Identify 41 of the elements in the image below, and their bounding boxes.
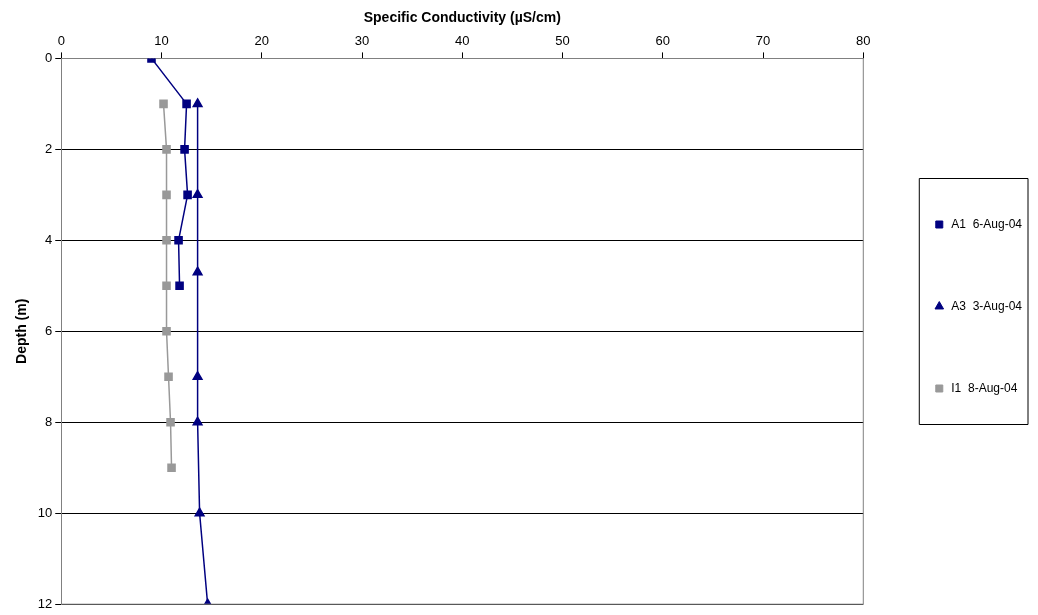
x-tick-label: 30 xyxy=(354,33,370,49)
y-tick-label: 0 xyxy=(45,49,53,65)
point xyxy=(162,236,171,245)
legend-label: A3 3-Aug-04 xyxy=(951,298,1023,313)
point xyxy=(183,190,192,200)
point xyxy=(194,507,205,517)
point xyxy=(180,145,189,154)
point xyxy=(159,99,168,109)
point xyxy=(162,190,171,200)
x-tick-label: 20 xyxy=(254,33,269,49)
point xyxy=(162,281,171,291)
point xyxy=(166,417,175,427)
point xyxy=(162,145,171,154)
x-tick-label: 60 xyxy=(655,33,671,49)
x-tick-label: 40 xyxy=(455,33,470,49)
point xyxy=(192,98,203,108)
point xyxy=(162,327,171,336)
x-tick-label: 70 xyxy=(755,33,771,49)
point xyxy=(175,281,184,291)
point xyxy=(192,371,203,381)
point xyxy=(167,463,176,473)
y-tick-label: 6 xyxy=(45,322,53,338)
y-tick-label: 10 xyxy=(37,504,53,520)
point xyxy=(164,372,173,382)
legend-label: I1 8-Aug-04 xyxy=(951,380,1018,395)
x-tick-label: 10 xyxy=(154,33,169,49)
x-tick-label: 80 xyxy=(856,33,871,49)
point xyxy=(192,266,203,276)
point xyxy=(174,236,183,245)
point xyxy=(192,189,203,199)
point xyxy=(182,99,191,109)
x-tick-label: 0 xyxy=(57,33,65,49)
y-tick-label: 4 xyxy=(45,231,53,247)
y-tick-label: 2 xyxy=(45,140,53,156)
legend-label: A1 6-Aug-04 xyxy=(951,216,1023,231)
y-tick-label: 12 xyxy=(37,595,53,611)
point xyxy=(192,416,203,426)
x-tick-label: 50 xyxy=(555,33,570,49)
y-axis-title: Depth (m) xyxy=(13,298,30,364)
x-axis-title: Specific Conductivity (µS/cm) xyxy=(363,9,561,26)
y-tick-label: 8 xyxy=(45,413,53,429)
